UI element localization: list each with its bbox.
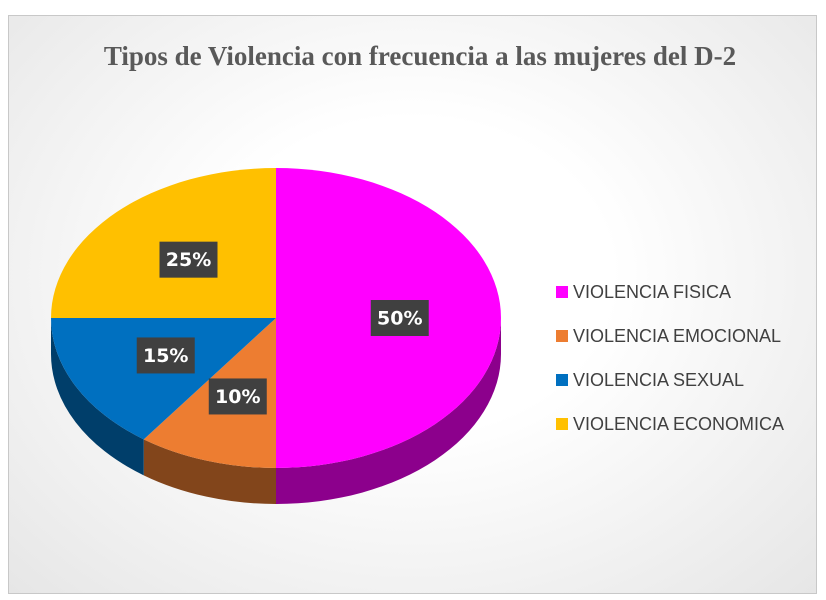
legend-label: VIOLENCIA ECONOMICA: [573, 414, 784, 434]
legend-label: VIOLENCIA EMOCIONAL: [573, 326, 781, 346]
legend-label: VIOLENCIA SEXUAL: [573, 370, 744, 390]
data-label: 50%: [377, 308, 422, 330]
legend-swatch: [556, 330, 568, 342]
data-label: 15%: [143, 345, 188, 367]
data-label-box: [370, 300, 429, 336]
legend-label: VIOLENCIA FISICA: [573, 282, 731, 302]
slice-side: [51, 318, 144, 476]
legend-swatch: [556, 374, 568, 386]
data-label-box: [208, 378, 267, 415]
slice-side: [143, 439, 276, 504]
legend-swatch: [556, 418, 568, 430]
data-label-box: [159, 241, 218, 278]
chart-title: Tipos de Violencia con frecuencia a las …: [103, 41, 737, 71]
legend-swatch: [556, 286, 568, 298]
data-label: 10%: [215, 386, 260, 408]
data-label: 25%: [166, 249, 211, 271]
slice: [51, 318, 276, 440]
slice-side: [276, 318, 501, 504]
data-label-box: [136, 337, 195, 374]
